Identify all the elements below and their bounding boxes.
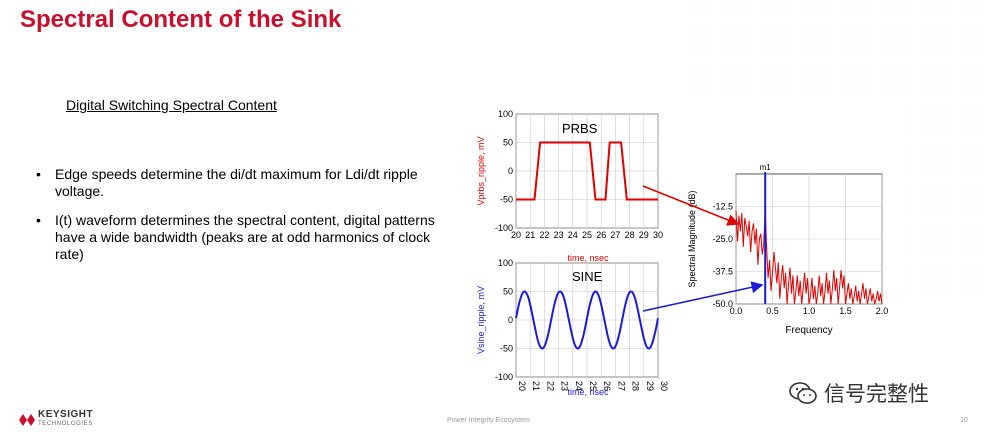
spectrum-y-tick-label: -50.0: [712, 299, 733, 309]
prbs-x-tick-label: 21: [525, 230, 535, 240]
bullet-item: • Edge speeds determine the di/dt maximu…: [36, 166, 446, 200]
spectrum-x-tick-label: 1.5: [839, 306, 852, 316]
bullet-text: I(t) waveform determines the spectral co…: [55, 212, 435, 262]
sine-y-tick-labels: 100 50 0 -50 -100: [495, 258, 513, 382]
prbs-y-tick-label: -100: [495, 223, 513, 233]
bullet-list: • Edge speeds determine the di/dt maximu…: [36, 166, 446, 275]
prbs-x-tick-label: 27: [610, 230, 620, 240]
spectrum-series-line: [735, 210, 883, 305]
spectrum-y-tick-label: -25.0: [712, 234, 733, 244]
sine-series-line: [515, 290, 659, 350]
sine-y-axis-label: Vsine_ripple, mV: [476, 286, 486, 354]
spectrum-y-axis-label: Spectral Magnitude (dB): [687, 190, 697, 287]
sine-x-tick-label: 21: [531, 381, 541, 391]
sine-x-tick-labels: 20 21 22 23 24 25 26 27 28 29 30: [517, 381, 669, 391]
prbs-to-spectrum-arrow: [642, 185, 740, 226]
prbs-x-tick-label: 23: [554, 230, 564, 240]
spectrum-x-tick-labels: 0.0 0.5 1.0 1.5 2.0: [730, 306, 889, 316]
sine-x-axis-label: time, nsec: [567, 387, 609, 397]
prbs-series-line: [516, 141, 658, 201]
sine-x-tick-label: 22: [545, 381, 555, 391]
wechat-watermark: 信号完整性: [788, 378, 929, 408]
prbs-y-tick-labels: 100 50 0 -50 -100: [495, 109, 513, 233]
prbs-y-tick-label: -50: [500, 195, 513, 205]
prbs-x-axis-label: time, nsec: [567, 253, 609, 263]
sine-y-tick-label: -50: [500, 344, 513, 354]
sine-x-tick-label: 28: [631, 381, 641, 391]
page-number: 10: [960, 417, 968, 424]
bullet-dot-icon: •: [36, 166, 41, 182]
bullet-item: • I(t) waveform determines the spectral …: [36, 212, 446, 263]
bullet-text: Edge speeds determine the di/dt maximum …: [55, 166, 418, 199]
section-subtitle: Digital Switching Spectral Content: [66, 97, 277, 113]
prbs-x-tick-label: 29: [639, 230, 649, 240]
prbs-x-tick-label: 22: [539, 230, 549, 240]
spectrum-x-axis-label: Frequency: [785, 325, 832, 336]
prbs-y-axis-label: Vprbs_ripple, mV: [476, 136, 486, 205]
sine-y-tick-label: 50: [503, 287, 513, 297]
slide-title: Spectral Content of the Sink: [20, 6, 342, 33]
spectrum-y-tick-label: -12.5: [712, 202, 733, 212]
prbs-y-tick-label: 100: [498, 109, 513, 119]
marker-m1-label: m1: [760, 163, 772, 172]
prbs-x-tick-label: 25: [582, 230, 592, 240]
sine-y-tick-label: 0: [508, 315, 513, 325]
prbs-label: PRBS: [562, 121, 598, 136]
wechat-icon: [789, 382, 817, 404]
wechat-watermark-text: 信号完整性: [824, 382, 929, 406]
sine-y-tick-label: -100: [495, 372, 513, 382]
spectrum-y-tick-labels: -12.5 -25.0 -37.5 -50.0: [712, 202, 733, 310]
sine-plot: 100 50 0 -50 -100 20 21 22 23 24 25 26 27 28 29 30 SIN…: [476, 258, 669, 397]
footer-center-text: Power Integrity Ecosystem: [447, 417, 530, 424]
sine-x-tick-label: 30: [659, 381, 669, 391]
footer-brand: KEYSIGHT: [38, 409, 94, 420]
spectrum-x-tick-label: 2.0: [876, 306, 889, 316]
footer-brand-sub: TECHNOLOGIES: [38, 421, 93, 427]
prbs-x-tick-label: 28: [625, 230, 635, 240]
keysight-logo-icon: [19, 414, 35, 426]
prbs-x-tick-labels: 20 21 22 23 24 25 26 27 28 29 30: [511, 230, 663, 240]
prbs-x-tick-label: 26: [596, 230, 606, 240]
sine-x-tick-label: 26: [602, 381, 612, 391]
sine-to-spectrum-arrow: [642, 281, 764, 312]
prbs-x-tick-label: 30: [653, 230, 663, 240]
bullet-dot-icon: •: [36, 212, 41, 228]
sine-y-tick-label: 100: [498, 258, 513, 268]
spectrum-x-tick-label: 0.0: [730, 306, 743, 316]
sine-x-tick-label: 20: [517, 381, 527, 391]
prbs-x-tick-label: 20: [511, 230, 521, 240]
spectrum-x-tick-label: 0.5: [766, 306, 779, 316]
prbs-y-tick-label: 0: [508, 166, 513, 176]
sine-x-tick-label: 25: [588, 381, 598, 391]
sine-label: SINE: [572, 269, 603, 284]
prbs-y-tick-label: 50: [503, 138, 513, 148]
prbs-x-tick-label: 24: [568, 230, 578, 240]
sine-x-tick-label: 27: [616, 381, 626, 391]
spectrum-x-tick-label: 1.0: [803, 306, 816, 316]
spectrum-figure: 100 50 0 -50 -100 20 21 22 23 24 25 26 27 28 29 30 PRB…: [462, 97, 902, 411]
spectrum-y-tick-label: -37.5: [712, 267, 733, 277]
sine-x-tick-label: 29: [645, 381, 655, 391]
sine-x-tick-label: 23: [560, 381, 570, 391]
sine-x-tick-label: 24: [574, 381, 584, 391]
prbs-plot: 100 50 0 -50 -100 20 21 22 23 24 25 26 27 28 29 30 PRB…: [476, 109, 663, 263]
